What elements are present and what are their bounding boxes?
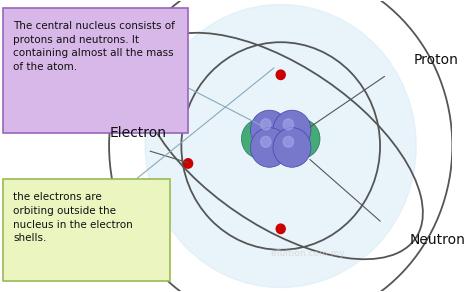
- Ellipse shape: [183, 159, 192, 168]
- Ellipse shape: [276, 70, 285, 79]
- Text: The central nucleus consists of
protons and neutrons. It
containing almost all t: The central nucleus consists of protons …: [13, 21, 175, 72]
- Ellipse shape: [283, 119, 293, 130]
- Ellipse shape: [261, 136, 271, 147]
- Ellipse shape: [241, 119, 279, 159]
- Ellipse shape: [272, 127, 283, 138]
- Ellipse shape: [145, 4, 416, 288]
- Text: Neutron: Neutron: [410, 233, 465, 247]
- Text: Proton: Proton: [414, 53, 459, 67]
- Ellipse shape: [292, 128, 303, 140]
- Ellipse shape: [282, 119, 320, 159]
- FancyBboxPatch shape: [3, 179, 170, 281]
- Ellipse shape: [262, 117, 300, 157]
- Ellipse shape: [250, 110, 288, 150]
- Text: Electron: Electron: [110, 126, 167, 140]
- Ellipse shape: [273, 128, 311, 167]
- Text: the electrons are
orbiting outside the
nucleus in the electron
shells.: the electrons are orbiting outside the n…: [13, 192, 133, 243]
- FancyBboxPatch shape: [3, 8, 188, 133]
- Ellipse shape: [276, 224, 285, 234]
- Text: eTuition.com.my: eTuition.com.my: [271, 249, 345, 258]
- Ellipse shape: [273, 110, 311, 150]
- Ellipse shape: [251, 128, 263, 140]
- Ellipse shape: [250, 128, 288, 167]
- Ellipse shape: [283, 136, 293, 147]
- Ellipse shape: [261, 119, 271, 130]
